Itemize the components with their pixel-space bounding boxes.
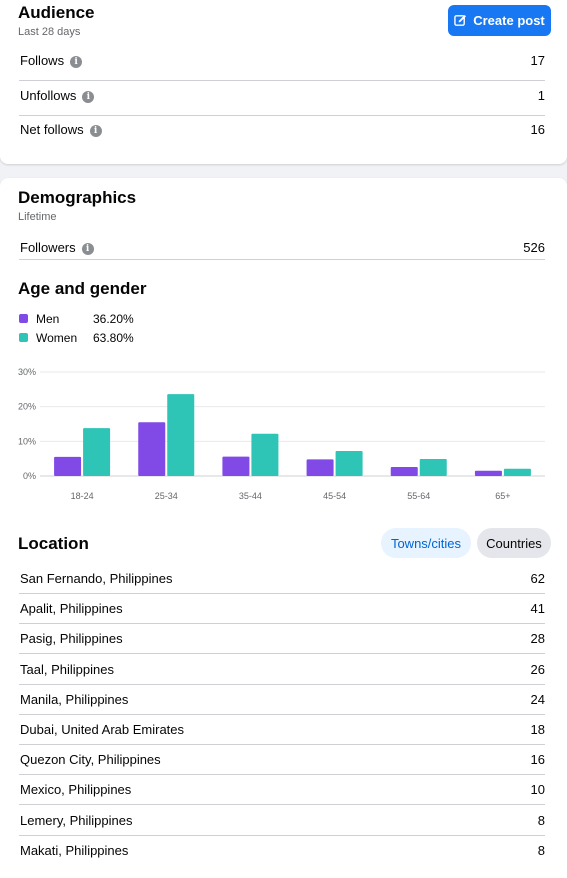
location-name: San Fernando, Philippines	[20, 571, 173, 586]
tab-countries[interactable]: Countries	[477, 528, 551, 558]
list-item: Pasig, Philippines 28	[19, 624, 545, 654]
location-name: Dubai, United Arab Emirates	[20, 722, 185, 737]
net-follows-label: Net follows	[20, 122, 84, 137]
info-icon[interactable]: i	[81, 243, 94, 255]
y-tick-label: 20%	[18, 402, 36, 412]
x-tick-label: 65+	[495, 491, 510, 501]
create-post-label: Create post	[473, 13, 545, 28]
location-count: 41	[530, 601, 545, 616]
location-name: Apalit, Philippines	[20, 601, 123, 616]
followers-label: Followers	[20, 240, 76, 255]
location-name: Taal, Philippines	[20, 662, 114, 677]
bar-women-55-64	[419, 459, 447, 476]
bar-men-18-24	[54, 456, 82, 476]
location-name: Manila, Philippines	[20, 692, 129, 707]
list-item: Taal, Philippines 26	[19, 655, 545, 685]
legend-men-pct: 36.20%	[93, 312, 134, 326]
audience-row-unfollows: Unfollows i 1	[19, 81, 545, 116]
location-count: 26	[530, 662, 545, 677]
followers-row: Followers i 526	[19, 233, 545, 260]
x-tick-label: 25-34	[155, 491, 178, 501]
audience-card: Audience Last 28 days Create post Follow…	[0, 0, 567, 164]
legend-women-label: Women	[36, 331, 78, 345]
info-icon[interactable]: i	[82, 91, 95, 103]
list-item: San Fernando, Philippines 62	[19, 564, 545, 594]
women-swatch	[19, 333, 28, 342]
y-tick-label: 0%	[23, 471, 36, 481]
list-item: Quezon City, Philippines 16	[19, 745, 545, 775]
location-name: Lemery, Philippines	[20, 813, 133, 828]
list-item: Mexico, Philippines 10	[19, 775, 545, 805]
legend-women-pct: 63.80%	[93, 331, 134, 345]
list-item: Makati, Philippines 8	[19, 836, 545, 865]
legend-women: Women 63.80%	[19, 331, 134, 345]
location-count: 18	[530, 722, 545, 737]
net-follows-value: 16	[530, 122, 545, 137]
age-gender-chart: 0% 10% 20% 30% 18-24 25-34 35-44 45-54 55-64 65+	[18, 367, 545, 501]
y-tick-label: 30%	[18, 367, 36, 377]
bar-women-25-34	[167, 394, 195, 476]
legend-men: Men 36.20%	[19, 312, 134, 326]
bar-men-35-44	[222, 456, 250, 476]
location-count: 8	[537, 813, 545, 828]
info-icon[interactable]: i	[70, 56, 83, 68]
location-count: 8	[537, 843, 545, 858]
legend-men-label: Men	[36, 312, 60, 326]
create-post-button[interactable]: Create post	[448, 5, 551, 36]
location-name: Pasig, Philippines	[20, 631, 123, 646]
location-name: Makati, Philippines	[20, 843, 129, 858]
x-tick-label: 45-54	[323, 491, 346, 501]
audience-title: Audience	[18, 3, 95, 22]
bar-men-55-64	[390, 466, 418, 476]
audience-row-follows: Follows i 17	[19, 46, 545, 81]
location-count: 62	[530, 571, 545, 586]
unfollows-value: 1	[537, 88, 545, 103]
location-name: Quezon City, Philippines	[20, 752, 161, 767]
unfollows-label: Unfollows	[20, 88, 77, 103]
x-tick-label: 18-24	[71, 491, 94, 501]
list-item: Dubai, United Arab Emirates 18	[19, 715, 545, 745]
audience-subtitle: Last 28 days	[18, 26, 81, 38]
demographics-title: Demographics	[18, 188, 137, 207]
follows-value: 17	[530, 53, 545, 68]
age-gender-title: Age and gender	[18, 279, 147, 298]
x-tick-label: 55-64	[407, 491, 430, 501]
location-title: Location	[18, 534, 89, 553]
edit-icon	[454, 15, 467, 26]
list-item: Lemery, Philippines 8	[19, 806, 545, 836]
x-tick-label: 35-44	[239, 491, 262, 501]
location-count: 10	[530, 782, 545, 797]
location-count: 24	[530, 692, 545, 707]
bar-men-65+	[474, 470, 502, 476]
followers-value: 526	[523, 240, 545, 255]
bar-women-45-54	[335, 451, 363, 476]
men-swatch	[19, 314, 28, 323]
bar-men-25-34	[138, 422, 166, 476]
list-item: Manila, Philippines 24	[19, 685, 545, 715]
audience-row-net-follows: Net follows i 16	[19, 115, 545, 149]
bar-women-18-24	[83, 428, 111, 476]
demographics-card: Demographics Lifetime Followers i 526	[0, 178, 567, 878]
location-count: 16	[530, 752, 545, 767]
bar-men-45-54	[306, 459, 334, 476]
location-name: Mexico, Philippines	[20, 782, 132, 797]
info-icon[interactable]: i	[89, 125, 102, 137]
list-item: Apalit, Philippines 41	[19, 594, 545, 624]
location-count: 28	[530, 631, 545, 646]
bar-women-65+	[503, 468, 531, 476]
bar-women-35-44	[251, 433, 279, 476]
tab-towns-cities[interactable]: Towns/cities	[381, 528, 471, 558]
y-tick-label: 10%	[18, 436, 36, 446]
follows-label: Follows	[20, 53, 65, 68]
demographics-subtitle: Lifetime	[18, 211, 57, 223]
